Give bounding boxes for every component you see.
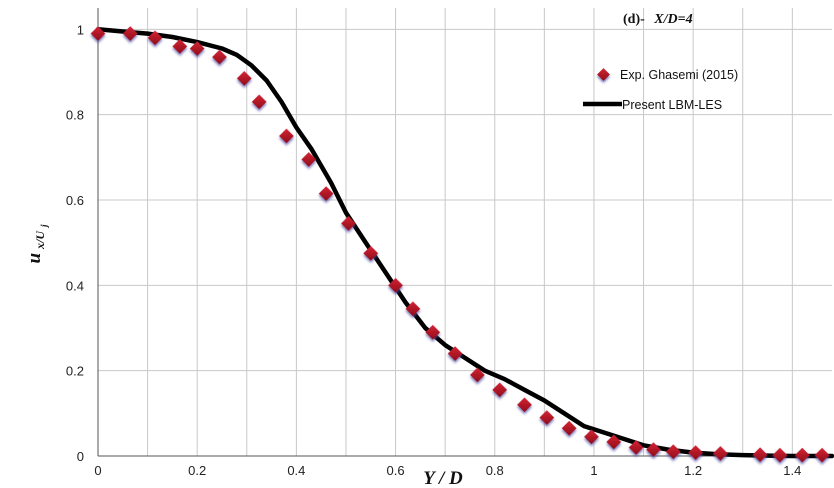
y-axis-title-sub: x/U bbox=[33, 230, 47, 250]
data-point-exp-ghasemi bbox=[447, 346, 463, 361]
data-point-exp-ghasemi bbox=[794, 447, 810, 463]
data-point-exp-ghasemi bbox=[665, 444, 681, 460]
x-axis-title: Y / D bbox=[423, 468, 463, 488]
y-tick-label: 0.4 bbox=[66, 278, 84, 293]
x-tick-label: 1.4 bbox=[783, 463, 801, 478]
legend-marker-exp-ghasemi bbox=[597, 68, 610, 81]
panel-title-text: X/D=4 bbox=[653, 12, 692, 27]
axes: 0 0.2 0.4 0.6 0.8 1 1.2 1.4 0 0.2 0.4 0.6 0.8 1 bbox=[66, 8, 832, 478]
x-tick-label: 0.6 bbox=[387, 463, 405, 478]
data-point-exp-ghasemi bbox=[492, 382, 508, 398]
panel-label-text: (d)- bbox=[623, 12, 645, 27]
data-point-exp-ghasemi bbox=[814, 447, 830, 463]
y-tick-label: 1 bbox=[77, 22, 84, 37]
data-point-exp-ghasemi bbox=[628, 440, 644, 455]
series-present-lbm-les bbox=[95, 27, 834, 459]
legend-label-exp-ghasemi: Exp. Ghasemi (2015) bbox=[620, 68, 738, 82]
data-point-exp-ghasemi bbox=[363, 245, 379, 261]
data-point-exp-ghasemi bbox=[251, 94, 267, 110]
data-point-exp-ghasemi bbox=[90, 26, 106, 41]
data-point-exp-ghasemi bbox=[646, 442, 661, 457]
y-tick-label: 0 bbox=[77, 449, 84, 464]
data-point-exp-ghasemi bbox=[752, 447, 768, 463]
data-point-exp-ghasemi bbox=[279, 128, 294, 144]
series-exp-ghasemi bbox=[90, 26, 830, 463]
x-tick-label: 0.2 bbox=[188, 463, 206, 478]
x-tick-label: 0 bbox=[94, 463, 101, 478]
data-point-exp-ghasemi bbox=[318, 186, 334, 201]
data-point-exp-ghasemi bbox=[772, 447, 788, 463]
series-line-present-lbm-les bbox=[95, 27, 834, 459]
data-point-exp-ghasemi bbox=[341, 216, 356, 231]
data-point-exp-ghasemi bbox=[539, 410, 555, 425]
x-tick-label: 0.4 bbox=[287, 463, 305, 478]
data-point-exp-ghasemi bbox=[713, 446, 728, 461]
data-point-exp-ghasemi bbox=[517, 397, 532, 413]
y-axis-title-main: u bbox=[24, 253, 45, 264]
data-point-exp-ghasemi bbox=[688, 445, 703, 460]
y-tick-label: 0.6 bbox=[66, 193, 84, 208]
data-point-exp-ghasemi bbox=[606, 434, 622, 450]
x-tick-label: 1 bbox=[590, 463, 597, 478]
y-axis-title-subsub: j bbox=[39, 224, 49, 229]
legend: Exp. Ghasemi (2015) Present LBM-LES bbox=[583, 68, 738, 112]
y-tick-label: 0.2 bbox=[66, 364, 84, 379]
legend-label-present-lbm-les: Present LBM-LES bbox=[622, 98, 722, 112]
data-point-exp-ghasemi bbox=[301, 152, 317, 167]
data-point-exp-ghasemi bbox=[388, 277, 403, 293]
x-tick-label: 0.8 bbox=[486, 463, 504, 478]
data-point-exp-ghasemi bbox=[561, 420, 577, 436]
y-axis-title: u x/U j bbox=[24, 224, 49, 264]
data-point-exp-ghasemi bbox=[189, 41, 205, 56]
data-point-exp-ghasemi bbox=[236, 71, 252, 86]
data-point-exp-ghasemi bbox=[172, 39, 188, 54]
x-tick-label: 1.2 bbox=[684, 463, 702, 478]
y-tick-label: 0.8 bbox=[66, 108, 84, 123]
data-point-exp-ghasemi bbox=[122, 26, 138, 41]
grid bbox=[98, 8, 832, 456]
panel-label: (d)- X/D=4 bbox=[623, 12, 693, 27]
